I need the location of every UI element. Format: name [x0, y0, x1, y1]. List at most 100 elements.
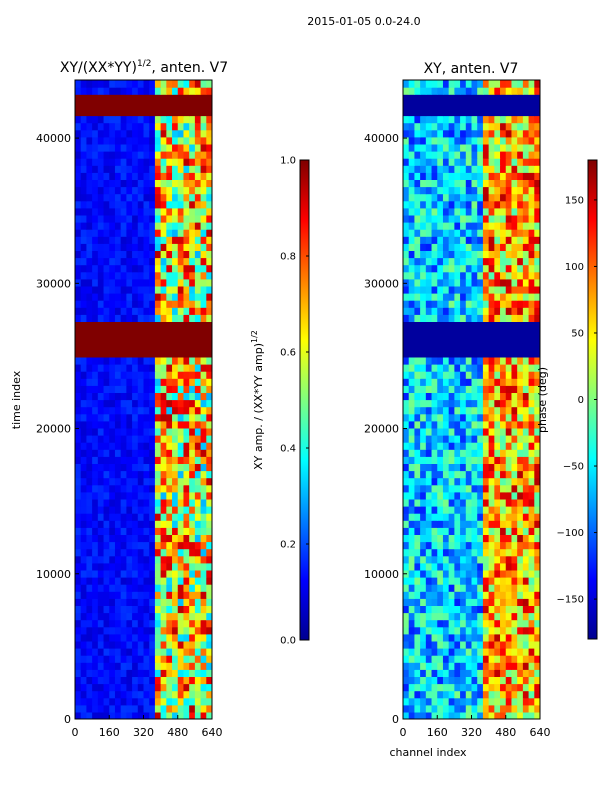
heatmap-cell: [160, 122, 167, 131]
heatmap-cell: [437, 278, 444, 287]
heatmap-cell: [86, 285, 93, 294]
heatmap-cell: [494, 413, 501, 422]
heatmap-cell: [92, 321, 99, 330]
heatmap-cell: [206, 555, 212, 564]
heatmap-cell: [109, 470, 116, 479]
heatmap-cell: [103, 271, 110, 280]
heatmap-cell: [189, 293, 196, 301]
heatmap-cell: [132, 612, 139, 621]
heatmap-cell: [194, 200, 202, 209]
heatmap-cell: [482, 491, 490, 500]
heatmap-cell: [437, 399, 444, 408]
heatmap-cell: [143, 555, 150, 564]
heatmap-cell: [425, 640, 433, 649]
heatmap-cell: [137, 413, 145, 422]
heatmap-cell: [431, 470, 438, 479]
heatmap-cell: [97, 328, 105, 337]
heatmap-cell: [420, 321, 427, 330]
heatmap-cell: [120, 193, 127, 202]
heatmap-cell: [517, 463, 524, 472]
heatmap-cell: [477, 364, 484, 372]
heatmap-cell: [194, 165, 202, 173]
heatmap-cell: [97, 456, 105, 464]
heatmap-cell: [454, 484, 461, 493]
heatmap-cell: [166, 648, 173, 656]
heatmap-cell: [183, 349, 190, 358]
heatmap-cell: [448, 321, 455, 330]
heatmap-cell: [154, 328, 162, 337]
heatmap-cell: [511, 278, 518, 287]
heatmap-cell: [137, 484, 145, 493]
heatmap-cell: [177, 378, 185, 386]
heatmap-cell: [425, 200, 433, 209]
heatmap-cell: [114, 520, 122, 528]
heatmap-cell: [183, 165, 190, 173]
heatmap-cell: [172, 584, 179, 592]
heatmap-cell: [425, 264, 433, 273]
heatmap-cell: [528, 584, 535, 592]
heatmap-cell: [149, 548, 156, 557]
heatmap-cell: [97, 293, 105, 301]
heatmap-cell: [534, 477, 540, 486]
heatmap-cell: [517, 214, 524, 223]
heatmap-cell: [92, 683, 99, 692]
heatmap-cell: [420, 697, 427, 706]
heatmap-cell: [86, 271, 93, 280]
heatmap-cell: [120, 172, 127, 180]
heatmap-cell: [86, 243, 93, 251]
right-heatmap-cells: [403, 80, 540, 719]
heatmap-cell: [431, 527, 438, 535]
heatmap-cell: [206, 584, 212, 592]
heatmap-cell: [505, 655, 513, 663]
heatmap-cell: [166, 186, 173, 195]
heatmap-cell: [465, 214, 473, 223]
heatmap-cell: [471, 506, 478, 514]
heatmap-cell: [114, 271, 122, 280]
heatmap-cell: [92, 541, 99, 550]
heatmap-cell: [477, 626, 484, 635]
heatmap-cell: [132, 562, 139, 571]
heatmap-cell: [80, 477, 88, 486]
heatmap-cell: [86, 314, 93, 322]
heatmap-cell: [189, 321, 196, 330]
heatmap-cell: [534, 101, 540, 109]
heatmap-cell: [528, 676, 535, 685]
heatmap-cell: [109, 562, 116, 571]
heatmap-cell: [414, 321, 421, 330]
heatmap-cell: [200, 442, 207, 450]
heatmap-cell: [500, 584, 507, 592]
heatmap-cell: [437, 690, 444, 699]
heatmap-cell: [528, 172, 535, 180]
heatmap-cell: [488, 214, 495, 223]
heatmap-cell: [403, 435, 410, 443]
heatmap-cell: [172, 129, 179, 138]
heatmap-cell: [522, 655, 530, 663]
heatmap-cell: [494, 94, 501, 102]
heatmap-cell: [149, 108, 156, 117]
heatmap-cell: [448, 591, 455, 599]
heatmap-cell: [92, 122, 99, 131]
heatmap-cell: [437, 179, 444, 188]
heatmap-cell: [454, 349, 461, 358]
heatmap-cell: [494, 527, 501, 535]
heatmap-cell: [437, 612, 444, 621]
heatmap-cell: [109, 151, 116, 159]
heatmap-cell: [505, 349, 513, 358]
heatmap-cell: [166, 683, 173, 692]
heatmap-cell: [109, 491, 116, 500]
heatmap-cell: [460, 278, 467, 287]
heatmap-cell: [92, 555, 99, 564]
heatmap-cell: [420, 179, 427, 188]
heatmap-cell: [160, 562, 167, 571]
heatmap-cell: [522, 321, 530, 330]
heatmap-cell: [103, 243, 110, 251]
heatmap-cell: [494, 115, 501, 124]
heatmap-cell: [160, 534, 167, 543]
heatmap-cell: [120, 449, 127, 457]
heatmap-cell: [442, 186, 450, 195]
heatmap-cell: [471, 342, 478, 351]
heatmap-cell: [206, 143, 212, 152]
heatmap-cell: [534, 683, 540, 692]
heatmap-cell: [482, 541, 490, 550]
heatmap-cell: [488, 470, 495, 479]
